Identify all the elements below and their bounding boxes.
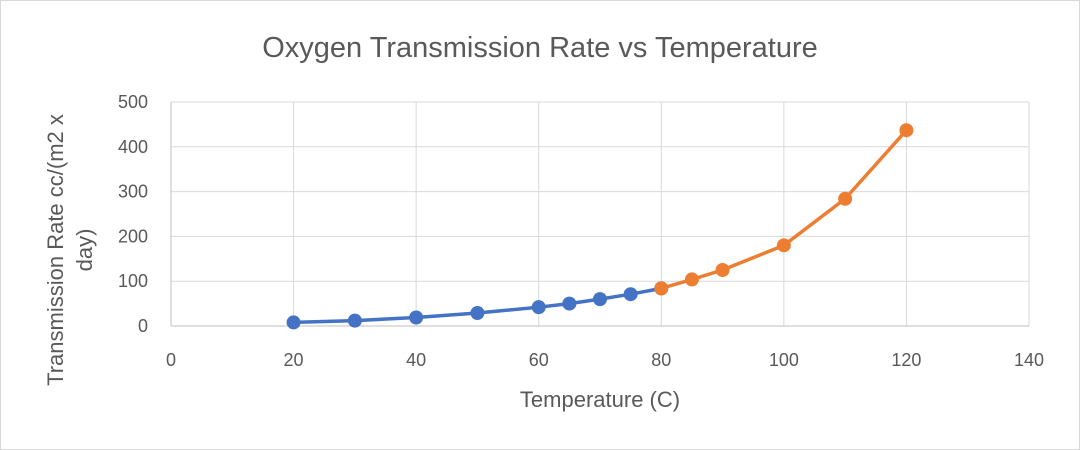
x-tick-label: 120 [891,350,921,370]
x-tick-label: 40 [406,350,426,370]
series [286,123,914,330]
x-tick-label: 20 [284,350,304,370]
tick-labels: 0 20 40 60 80 100 120 140 0 100 200 300 400 500 [118,92,1044,370]
y-tick-label: 100 [118,271,148,291]
y-tick-label: 0 [138,316,148,336]
axes [170,102,1029,327]
data-point [623,287,638,302]
data-point [654,281,669,296]
y-tick-label: 400 [118,137,148,157]
data-point [899,123,914,138]
chart-title: Oxygen Transmission Rate vs Temperature [262,32,818,64]
grid [171,101,1030,326]
data-point [684,272,699,287]
data-point [715,263,730,277]
data-point [470,306,485,321]
data-point [838,191,853,206]
data-point [593,292,607,307]
y-axis-title-line-1: Transmission Rate cc/(m2 x [43,114,68,386]
x-tick-label: 0 [166,350,176,370]
y-axis-title-line-2: day) [72,229,97,272]
data-point [531,300,546,315]
data-point [409,310,424,325]
x-tick-label: 140 [1014,350,1044,370]
x-tick-label: 80 [651,350,671,370]
y-tick-label: 500 [118,92,148,112]
data-point [562,296,577,311]
x-tick-label: 60 [529,350,549,370]
y-tick-label: 200 [118,226,148,246]
x-axis-title: Temperature (C) [520,387,680,412]
data-point [347,313,362,328]
data-point [286,315,301,330]
x-tick-label: 100 [769,350,799,370]
data-point [776,238,791,253]
y-tick-label: 300 [118,182,148,202]
